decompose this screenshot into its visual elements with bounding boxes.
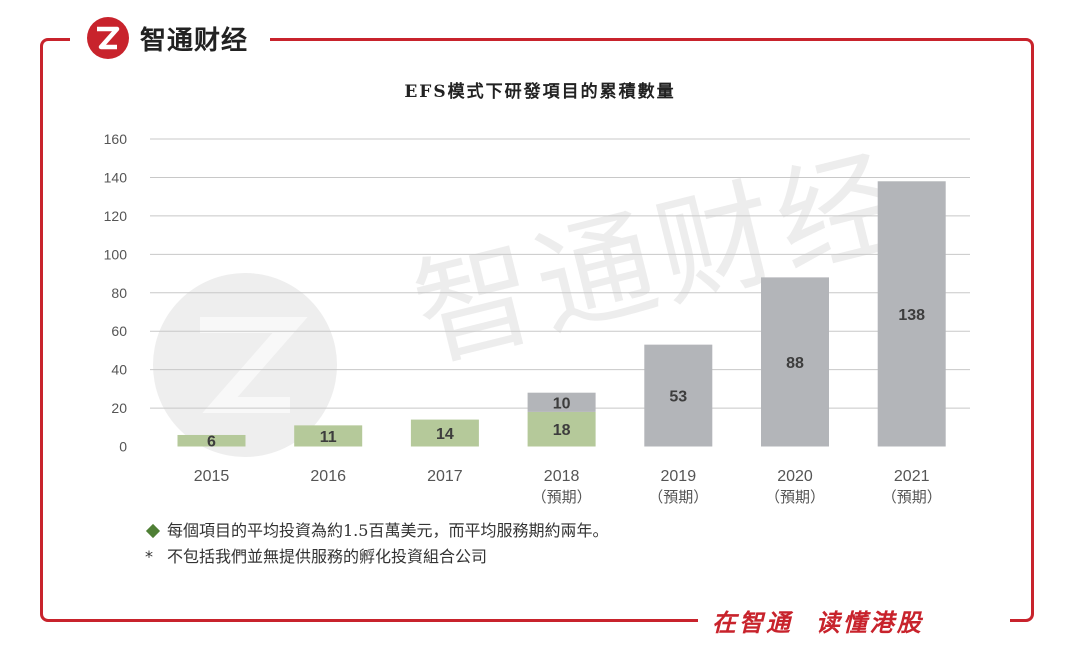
brand-name: 智通财经 [140, 25, 249, 56]
data-label: 10 [553, 395, 571, 412]
y-tick-label: 40 [111, 362, 127, 378]
chart-title: EFS模式下研發項目的累積數量 [404, 82, 676, 102]
note-row-1: 每個項目的平均投資為約1.5百萬美元，而平均服務期約兩年。 [145, 518, 608, 544]
x-tick-label: 2015 [194, 468, 230, 485]
y-tick-label: 20 [111, 400, 127, 416]
data-label: 11 [320, 429, 337, 446]
y-tick-label: 0 [119, 439, 127, 455]
data-label: 138 [898, 307, 925, 324]
x-tick-label: 2017 [427, 468, 463, 485]
asterisk-marker: * [145, 547, 153, 566]
bar-2016-s0 [294, 425, 363, 447]
footnotes: 每個項目的平均投資為約1.5百萬美元，而平均服務期約兩年。 * 不包括我們並無提… [145, 518, 608, 570]
bar-2017-s0 [410, 419, 479, 447]
x-tick-label: 2016 [310, 468, 346, 485]
y-tick-label: 140 [104, 169, 128, 185]
x-tick-label: 2018 [544, 468, 580, 485]
note-average-investment: 每個項目的平均投資為約1.5百萬美元，而平均服務期約兩年。 [167, 521, 609, 540]
x-tick-sublabel: （預期） [765, 488, 825, 506]
watermark-logo-icon [150, 270, 340, 464]
x-tick-label: 2021 [894, 468, 930, 485]
x-tick-sublabel: （預期） [882, 488, 942, 506]
data-label: 88 [786, 355, 804, 372]
note-row-2: * 不包括我們並無提供服務的孵化投資組合公司 [145, 544, 608, 570]
red-frame [40, 38, 1034, 622]
data-label: 18 [553, 422, 571, 439]
x-tick-label: 2020 [777, 468, 813, 485]
y-tick-label: 80 [111, 285, 127, 301]
data-label: 14 [436, 426, 454, 443]
y-tick-label: 120 [104, 208, 128, 224]
bar-2021-s1 [877, 181, 946, 447]
zhitong-logo-icon [86, 16, 130, 60]
y-tick-label: 160 [104, 131, 128, 147]
bar-2018-s0 [527, 411, 596, 447]
x-tick-sublabel: （預期） [532, 488, 592, 506]
brand: 智通财经 [86, 16, 248, 60]
diamond-bullet-icon [145, 523, 161, 539]
slogan: 在智通 读懂港股 [712, 609, 924, 637]
bar-2020-s1 [761, 277, 829, 447]
y-tick-label: 100 [104, 246, 128, 262]
bar-2015-s0 [177, 434, 246, 447]
y-tick-label: 60 [111, 323, 127, 339]
frame-gap-bottom [698, 608, 1010, 632]
bar-2019-s1 [644, 344, 713, 447]
data-label: 6 [207, 434, 216, 451]
x-tick-sublabel: （預期） [648, 488, 708, 506]
note-excluded-companies: 不包括我們並無提供服務的孵化投資組合公司 [167, 547, 488, 566]
data-label: 53 [669, 389, 687, 406]
x-tick-label: 2019 [661, 468, 697, 485]
bar-2018-s1 [527, 392, 596, 412]
